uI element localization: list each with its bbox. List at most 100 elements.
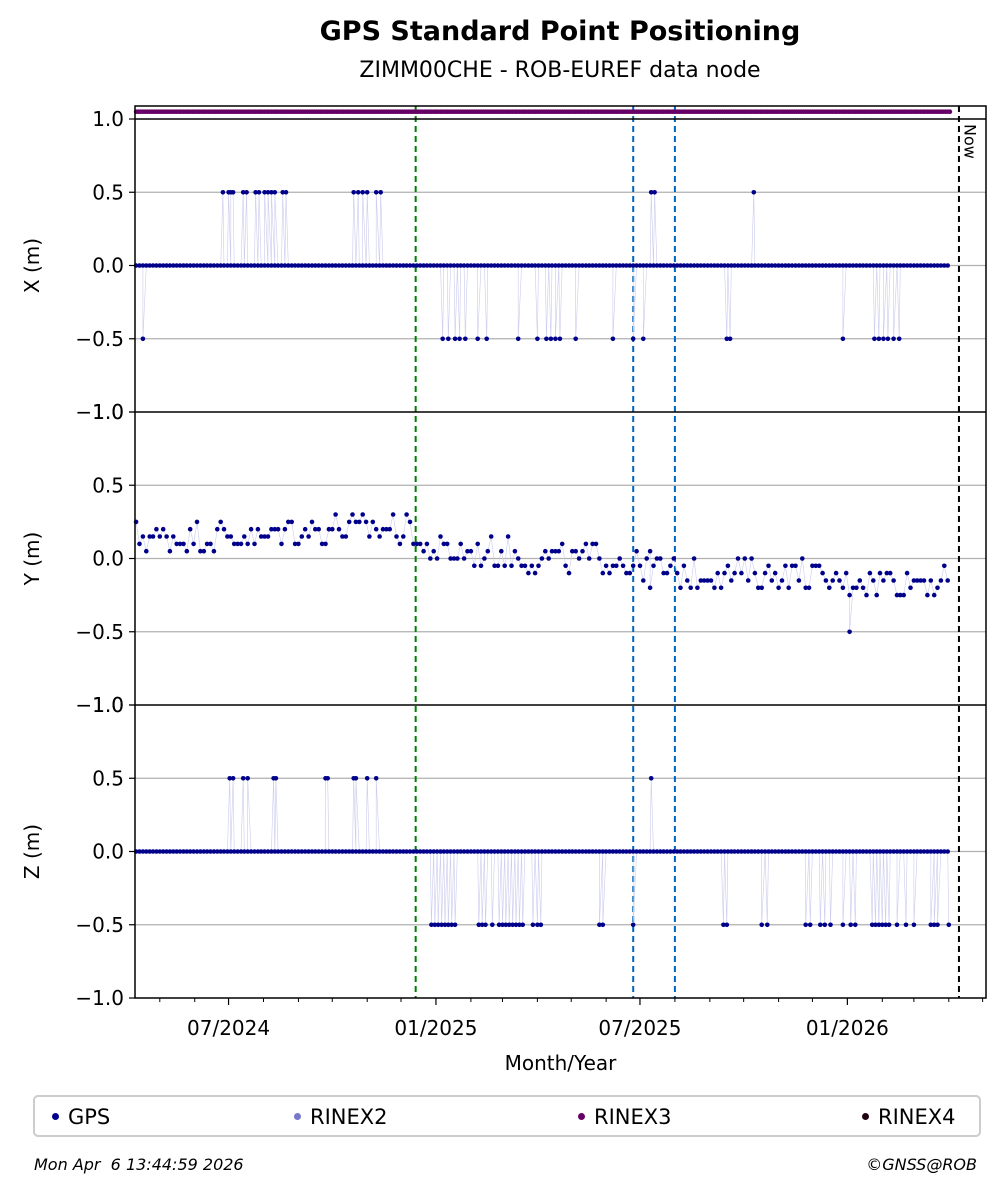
gps-point-panel-1-127 bbox=[475, 263, 481, 268]
gps-point-panel-2-59 bbox=[333, 512, 338, 517]
gps-point-panel-1-150 bbox=[539, 263, 545, 268]
gps-point-panel-1-134 bbox=[492, 263, 497, 268]
gps-point-panel-3-56 bbox=[302, 849, 308, 854]
gps-point-panel-2-110 bbox=[505, 534, 511, 539]
gps-point-panel-2-103 bbox=[482, 556, 487, 561]
gps-point-panel-3-34 bbox=[240, 776, 246, 781]
gps-point-panel-1-144 bbox=[522, 263, 528, 268]
gps-point-panel-1-242 bbox=[806, 263, 812, 268]
gps-point-panel-1-214 bbox=[722, 263, 727, 268]
gps-point-panel-2-39 bbox=[265, 534, 271, 539]
gps-point-panel-2-170 bbox=[705, 578, 710, 583]
gps-point-panel-2-92 bbox=[444, 541, 450, 547]
gps-point-panel-2-125 bbox=[556, 548, 562, 554]
gps-point-panel-1-28 bbox=[221, 263, 227, 268]
gps-point-panel-1-36 bbox=[238, 263, 244, 268]
gps-point-panel-2-27 bbox=[225, 534, 230, 539]
gps-point-panel-1-149 bbox=[536, 263, 541, 268]
gps-point-panel-3-249 bbox=[820, 849, 825, 854]
gps-point-panel-2-106 bbox=[492, 563, 497, 569]
legend: GPS RINEX2 RINEX3 RINEX4 bbox=[33, 1095, 981, 1137]
gps-point-panel-1-203 bbox=[685, 263, 690, 268]
gps-point-panel-2-199 bbox=[803, 585, 808, 591]
gps-point-panel-3-8 bbox=[160, 849, 166, 854]
gps-point-panel-2-100 bbox=[472, 563, 477, 569]
gps-point-panel-3-281 bbox=[891, 849, 896, 854]
gps-point-panel-1-141 bbox=[515, 263, 521, 268]
gps-point-panel-3-295 bbox=[928, 849, 934, 854]
gps-point-panel-2-5 bbox=[150, 534, 156, 539]
now-label: Now bbox=[960, 124, 979, 159]
gps-point-panel-1-232 bbox=[772, 263, 778, 268]
gps-point-panel-2-223 bbox=[881, 578, 886, 583]
gps-point-panel-3-301 bbox=[938, 849, 944, 854]
gps-point-panel-2-237 bbox=[928, 578, 934, 583]
gps-point-panel-3-276 bbox=[881, 849, 886, 854]
gps-point-panel-1-168 bbox=[583, 263, 589, 268]
gps-point-panel-1-248 bbox=[827, 263, 832, 268]
gps-point-panel-3-287 bbox=[904, 849, 910, 854]
gps-point-panel-2-74 bbox=[384, 526, 389, 532]
gps-point-panel-3-300 bbox=[935, 922, 940, 928]
gps-point-panel-3-284 bbox=[898, 849, 903, 854]
gps-point-panel-1-57 bbox=[280, 190, 286, 195]
gps-point-panel-2-153 bbox=[647, 585, 653, 591]
gps-point-panel-1-84 bbox=[360, 263, 366, 268]
gps-point-panel-3-198 bbox=[671, 849, 677, 854]
gps-point-panel-3-83 bbox=[373, 776, 379, 781]
gps-point-panel-1-199 bbox=[671, 263, 677, 268]
gps-point-panel-2-120 bbox=[539, 556, 545, 561]
gps-point-panel-1-80 bbox=[351, 190, 357, 195]
gps-point-panel-2-156 bbox=[658, 556, 663, 561]
gps-point-panel-2-193 bbox=[783, 563, 788, 569]
gps-point-panel-3-167 bbox=[580, 849, 585, 854]
gps-point-panel-3-286 bbox=[903, 922, 909, 928]
gps-point-panel-3-82 bbox=[373, 849, 379, 854]
gps-point-panel-3-126 bbox=[483, 922, 488, 928]
gps-point-panel-1-69 bbox=[316, 263, 322, 268]
gps-point-panel-1-202 bbox=[681, 263, 687, 268]
gps-point-panel-3-66 bbox=[330, 849, 335, 854]
gps-point-panel-3-210 bbox=[712, 849, 717, 854]
gps-point-panel-3-161 bbox=[559, 849, 565, 854]
gps-point-panel-3-182 bbox=[624, 849, 629, 854]
gps-point-panel-2-155 bbox=[654, 556, 660, 561]
gps-point-panel-3-285 bbox=[901, 849, 906, 854]
gps-point-panel-2-187 bbox=[762, 570, 768, 576]
gps-point-panel-2-126 bbox=[559, 541, 565, 547]
gps-point-panel-1-209 bbox=[705, 263, 710, 268]
gps-point-panel-1-43 bbox=[253, 190, 258, 195]
gps-point-panel-2-67 bbox=[360, 512, 366, 517]
gps-point-panel-3-209 bbox=[708, 849, 714, 854]
gps-point-panel-1-271 bbox=[887, 263, 893, 268]
chart-title: GPS Standard Point Positioning bbox=[319, 16, 801, 47]
gps-point-panel-1-182 bbox=[627, 263, 633, 268]
gps-point-panel-3-152 bbox=[535, 922, 540, 928]
gps-point-panel-3-292 bbox=[918, 849, 923, 854]
gps-point-panel-2-15 bbox=[184, 548, 190, 554]
gps-point-panel-1-215 bbox=[724, 336, 730, 342]
gps-point-panel-3-98 bbox=[424, 849, 430, 854]
gps-point-panel-3-290 bbox=[911, 922, 917, 928]
gps-point-panel-3-149 bbox=[529, 849, 535, 854]
gps-point-panel-1-83 bbox=[357, 263, 362, 268]
ytick-label-3-4: −1.0 bbox=[75, 986, 124, 1010]
gps-point-panel-1-51 bbox=[269, 263, 274, 268]
gps-point-panel-1-213 bbox=[718, 263, 724, 268]
gps-point-panel-2-98 bbox=[465, 548, 470, 554]
gps-point-panel-3-137 bbox=[505, 849, 511, 854]
gps-point-panel-1-105 bbox=[417, 263, 423, 268]
gps-point-panel-2-149 bbox=[637, 563, 643, 569]
gps-point-panel-1-44 bbox=[255, 263, 261, 268]
gps-point-panel-3-68 bbox=[336, 849, 342, 854]
gps-point-panel-2-50 bbox=[302, 526, 308, 532]
gps-point-panel-1-223 bbox=[745, 263, 751, 268]
gps-point-panel-3-234 bbox=[779, 849, 785, 854]
gps-point-panel-3-186 bbox=[634, 849, 639, 854]
gps-point-panel-1-276 bbox=[898, 263, 903, 268]
gps-point-panel-3-122 bbox=[476, 922, 482, 928]
gps-point-panel-1-49 bbox=[265, 263, 271, 268]
gps-point-panel-1-31 bbox=[228, 263, 234, 268]
gps-point-panel-1-263 bbox=[872, 336, 877, 342]
gps-point-panel-2-236 bbox=[925, 592, 930, 598]
